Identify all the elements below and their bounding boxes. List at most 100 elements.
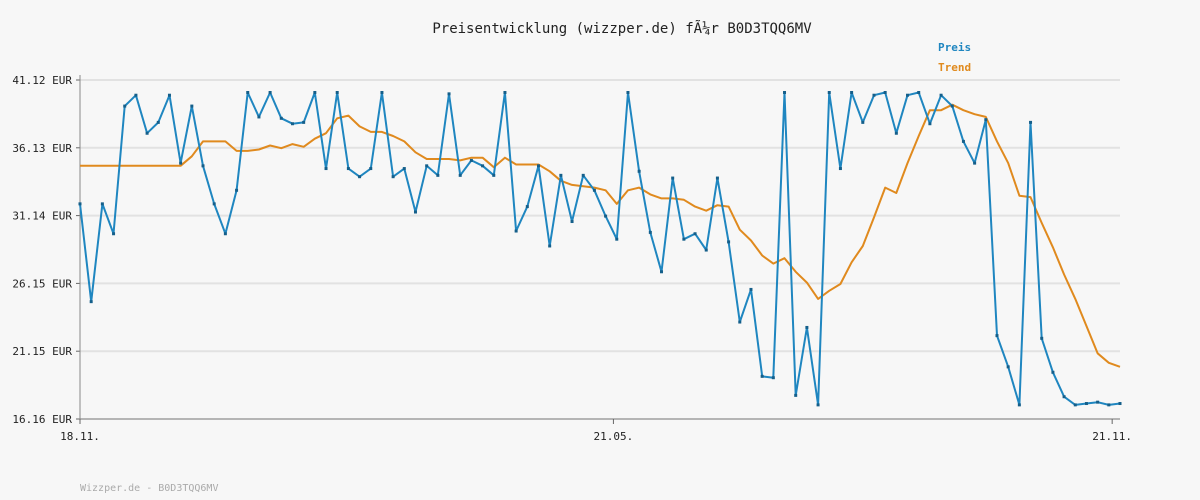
price-point bbox=[335, 90, 339, 94]
y-tick-label: 31.14 EUR bbox=[12, 210, 72, 223]
price-point bbox=[514, 229, 518, 233]
price-point bbox=[816, 403, 820, 407]
footer-text: Wizzper.de - B0D3TQQ6MV bbox=[80, 483, 218, 494]
price-point bbox=[1017, 403, 1021, 407]
price-point bbox=[1118, 402, 1122, 406]
y-tick-label: 21.15 EUR bbox=[12, 345, 72, 358]
price-point bbox=[850, 90, 854, 94]
price-point bbox=[1029, 120, 1033, 124]
x-tick-label: 21.05. bbox=[594, 430, 634, 443]
price-point bbox=[324, 167, 328, 171]
price-point bbox=[313, 90, 317, 94]
price-point bbox=[346, 167, 350, 171]
price-point bbox=[660, 270, 664, 274]
price-point bbox=[458, 173, 462, 177]
price-point bbox=[961, 139, 965, 143]
chart-title: Preisentwicklung (wizzper.de) fÃ¼r B0D3T… bbox=[432, 20, 812, 37]
price-point bbox=[279, 116, 283, 120]
price-point bbox=[838, 167, 842, 171]
price-line bbox=[79, 91, 1121, 406]
price-point bbox=[771, 376, 775, 380]
price-point bbox=[861, 120, 865, 124]
y-tick-label: 16.16 EUR bbox=[12, 413, 72, 426]
price-point bbox=[783, 90, 787, 94]
price-point bbox=[1051, 370, 1055, 374]
price-point bbox=[637, 169, 641, 173]
price-point bbox=[257, 115, 261, 119]
price-point bbox=[536, 164, 540, 168]
price-point bbox=[906, 93, 910, 97]
gridlines bbox=[80, 79, 1120, 420]
price-point bbox=[939, 93, 943, 97]
price-point bbox=[1084, 402, 1088, 406]
price-point bbox=[872, 93, 876, 97]
price-point bbox=[167, 93, 171, 97]
price-point bbox=[302, 120, 306, 124]
price-point bbox=[760, 374, 764, 378]
legend-preis: Preis bbox=[938, 41, 971, 54]
price-point bbox=[212, 202, 216, 206]
price-point bbox=[134, 93, 138, 97]
price-point bbox=[1040, 336, 1044, 340]
price-point bbox=[973, 161, 977, 165]
price-point bbox=[78, 202, 82, 206]
price-point bbox=[246, 90, 250, 94]
price-point bbox=[883, 90, 887, 94]
price-point bbox=[894, 131, 898, 135]
price-point bbox=[469, 158, 473, 162]
price-point bbox=[525, 205, 529, 209]
price-point bbox=[89, 300, 93, 304]
price-point bbox=[693, 232, 697, 236]
price-point bbox=[570, 220, 574, 224]
price-point bbox=[604, 214, 608, 218]
price-point bbox=[995, 334, 999, 338]
price-point bbox=[179, 161, 183, 165]
price-point bbox=[1073, 403, 1077, 407]
price-point bbox=[682, 237, 686, 241]
y-tick-label: 41.12 EUR bbox=[12, 74, 72, 87]
price-point bbox=[112, 232, 116, 236]
price-point bbox=[156, 120, 160, 124]
price-point bbox=[704, 248, 708, 252]
price-point bbox=[581, 173, 585, 177]
price-point bbox=[559, 173, 563, 177]
y-tick-label: 26.15 EUR bbox=[12, 277, 72, 290]
price-point bbox=[481, 164, 485, 168]
price-point bbox=[402, 167, 406, 171]
price-point bbox=[917, 90, 921, 94]
price-point bbox=[369, 167, 373, 171]
price-point bbox=[380, 90, 384, 94]
price-point bbox=[548, 244, 552, 248]
x-axis: 18.11. 21.05. 21.11. bbox=[60, 418, 1132, 443]
price-point bbox=[749, 287, 753, 291]
x-tick-label: 21.11. bbox=[1092, 430, 1132, 443]
price-point bbox=[928, 122, 932, 126]
price-point bbox=[738, 320, 742, 324]
price-point bbox=[425, 164, 429, 168]
price-point bbox=[223, 232, 227, 236]
price-point bbox=[413, 210, 417, 214]
price-point bbox=[201, 164, 205, 168]
price-point bbox=[648, 230, 652, 234]
price-point bbox=[671, 176, 675, 180]
x-tick-label: 18.11. bbox=[60, 430, 100, 443]
price-point bbox=[190, 104, 194, 108]
price-point bbox=[805, 325, 809, 329]
price-point bbox=[1062, 395, 1066, 399]
legend-trend: Trend bbox=[938, 61, 971, 74]
price-point bbox=[794, 393, 798, 397]
price-point bbox=[950, 104, 954, 108]
y-axis: 16.16 EUR 21.15 EUR 26.15 EUR 31.14 EUR 36.1… bbox=[12, 74, 81, 426]
price-point bbox=[615, 237, 619, 241]
price-point bbox=[492, 173, 496, 177]
price-point bbox=[436, 173, 440, 177]
price-point bbox=[100, 202, 104, 206]
price-point bbox=[123, 104, 127, 108]
price-point bbox=[391, 175, 395, 179]
price-point bbox=[1006, 365, 1010, 369]
price-point bbox=[715, 176, 719, 180]
price-point bbox=[984, 118, 988, 122]
price-point bbox=[503, 90, 507, 94]
price-point bbox=[290, 122, 294, 126]
y-tick-label: 36.13 EUR bbox=[12, 142, 72, 155]
